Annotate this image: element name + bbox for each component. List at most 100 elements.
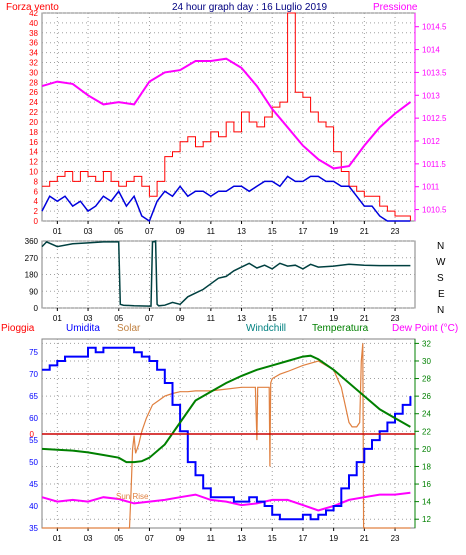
wind-xtick-label-05: 05 [114,227,123,236]
wind-ytick-label-8: 8 [34,177,39,186]
dir-xtick-label-15: 15 [268,314,277,323]
dir-xtick-label-19: 19 [329,314,338,323]
temp-tick-label-22: 22 [422,427,431,436]
wind-ytick-label-6: 6 [34,187,39,196]
hum-xtick-label-09: 09 [176,534,185,543]
wind-ytick-label-34: 34 [29,49,38,58]
compass-e: E [438,289,445,300]
wind-ytick-label-4: 4 [34,197,39,206]
wind-ytick-label-42: 42 [29,9,38,18]
temp-tick-label-14: 14 [422,498,431,507]
wind-speed-label: Forza vento [6,2,59,13]
humidity-tick-label-75: 75 [29,348,38,357]
humidity-tick-label-60: 60 [29,414,38,423]
dir-ytick-label-180: 180 [25,271,39,280]
humidity-line [42,346,412,521]
dir-ytick-label-360: 360 [25,237,39,246]
avg-wind-line [41,175,411,223]
dir-xtick-label-23: 23 [391,314,400,323]
hum-xtick-label-01: 01 [53,534,62,543]
hum-xtick-label-17: 17 [298,534,307,543]
humidity-tick-label-40: 40 [29,502,38,511]
wind-ytick-label-20: 20 [29,118,38,127]
humidity-label: Umidita [66,323,100,334]
wind-speed-line [42,12,411,221]
pressure-tick-label-1011.5: 1011.5 [422,160,446,169]
dir-xtick-label-07: 07 [145,314,154,323]
temp-tick-label-18: 18 [422,462,431,471]
rain-zero-label: 0 [30,430,35,439]
rain-label: Pioggia [1,323,35,334]
temp-tick-label-30: 30 [422,357,431,366]
wind-xtick-label-11: 11 [207,227,216,236]
wind-ytick-label-24: 24 [29,98,38,107]
pressure-tick-label-1012: 1012 [422,137,440,146]
wind-ytick-label-22: 22 [29,108,38,117]
wind-xtick-label-13: 13 [237,227,246,236]
temperature-label: Temperatura [312,323,369,334]
wind-ytick-label-18: 18 [29,128,38,137]
humidity-tick-label-50: 50 [29,458,38,467]
wind-ytick-label-40: 40 [29,19,38,28]
sunrise-annotation: Sun Rise [116,492,149,501]
compass-w: W [436,257,446,268]
wind-ytick-label-2: 2 [34,207,39,216]
wind-ytick-label-10: 10 [29,167,38,176]
dewpoint-label: Dew Point (°C) [392,323,458,334]
windchill-label: Windchill [246,323,286,334]
wind-xtick-label-07: 07 [145,227,154,236]
solar-label: Solar [117,323,141,334]
dir-xtick-label-05: 05 [114,314,123,323]
wind-ytick-label-36: 36 [29,39,38,48]
hum-xtick-label-07: 07 [145,534,154,543]
hum-xtick-label-11: 11 [207,534,216,543]
wind-xtick-label-19: 19 [329,227,338,236]
temp-tick-label-24: 24 [422,410,431,419]
dewpoint-line [41,491,411,512]
series-layer [41,12,412,529]
wind-ytick-label-26: 26 [29,88,38,97]
pressure-tick-label-1011: 1011 [422,183,440,192]
dir-xtick-label-09: 09 [176,314,185,323]
hum-xtick-label-15: 15 [268,534,277,543]
temp-tick-label-26: 26 [422,392,431,401]
pressure-tick-label-1013: 1013 [422,91,440,100]
pressure-tick-label-1010.5: 1010.5 [422,206,447,215]
hum-xtick-label-03: 03 [84,534,93,543]
dir-xtick-label-21: 21 [360,314,369,323]
wind-ytick-label-14: 14 [29,148,38,157]
wind-xtick-label-21: 21 [360,227,369,236]
temp-tick-label-32: 32 [422,339,431,348]
dir-ytick-label-90: 90 [29,287,38,296]
wind-xtick-label-03: 03 [84,227,93,236]
temp-tick-label-28: 28 [422,375,431,384]
hum-xtick-label-21: 21 [360,534,369,543]
axis-layer: 01 03 05 07 09 11 13 15 17 19 21 230246810121416182… [25,9,447,543]
hum-xtick-label-23: 23 [391,534,400,543]
hum-xtick-label-19: 19 [329,534,338,543]
dir-ytick-label-270: 270 [25,254,39,263]
compass-n-top: N [437,241,444,252]
humidity-tick-label-55: 55 [29,436,38,445]
dir-xtick-label-01: 01 [53,314,62,323]
graph-title: 24 hour graph day : 16 Luglio 2019 [172,2,328,13]
pressure-tick-label-1014: 1014 [422,46,440,55]
humidity-tick-label-35: 35 [29,524,38,533]
hum-xtick-label-13: 13 [237,534,246,543]
wind-ytick-label-16: 16 [29,138,38,147]
pressure-label: Pressione [373,2,418,13]
pressure-tick-label-1013.5: 1013.5 [422,68,447,77]
pressure-tick-label-1014.5: 1014.5 [422,23,447,32]
temperature-line [41,354,411,464]
dir-xtick-label-03: 03 [84,314,93,323]
wind-ytick-label-32: 32 [29,59,38,68]
dir-ytick-label-0: 0 [34,304,39,313]
wind-xtick-label-17: 17 [298,227,307,236]
direction-line [41,240,411,307]
wind-xtick-label-15: 15 [268,227,277,236]
temp-tick-label-12: 12 [422,515,431,524]
temp-tick-label-16: 16 [422,480,431,489]
temp-tick-label-20: 20 [422,445,431,454]
dir-xtick-label-17: 17 [298,314,307,323]
